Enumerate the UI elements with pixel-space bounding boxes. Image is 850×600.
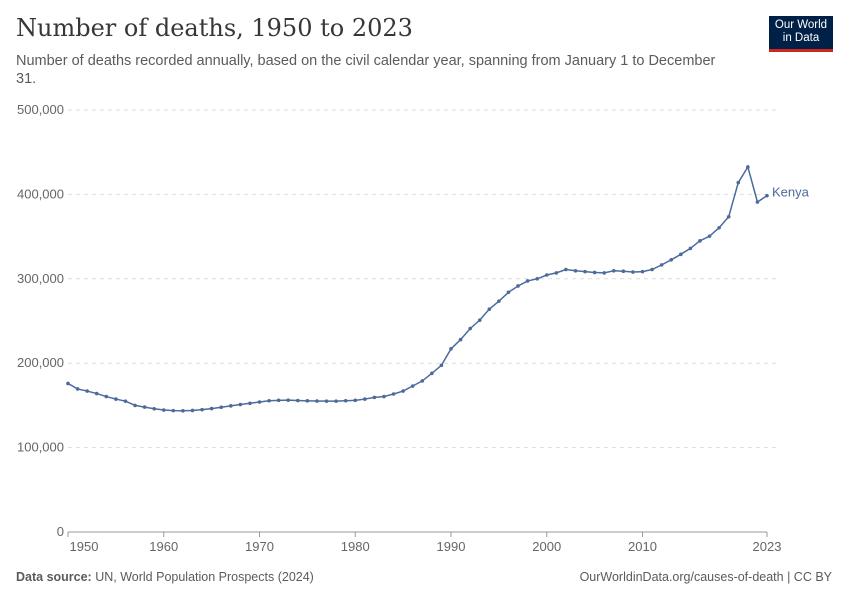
chart-title: Number of deaths, 1950 to 2023	[16, 14, 413, 42]
data-point	[497, 299, 501, 303]
data-point	[458, 337, 463, 342]
data-point	[688, 246, 693, 251]
data-point	[315, 399, 319, 403]
chart-subtitle: Number of deaths recorded annually, base…	[16, 53, 716, 87]
data-point	[382, 394, 386, 399]
data-point	[190, 408, 195, 413]
data-point	[717, 225, 721, 230]
data-point	[123, 399, 128, 403]
owid-logo[interactable]: Our World in Data	[769, 16, 833, 52]
y-tick-label: 200,000	[17, 355, 64, 370]
data-point	[765, 193, 769, 198]
series-line	[67, 165, 768, 412]
data-point	[430, 371, 434, 376]
x-tick-label: 2010	[628, 539, 657, 554]
data-point	[334, 399, 338, 403]
data-point	[525, 279, 530, 283]
x-tick-label: 2023	[753, 539, 782, 554]
data-point	[286, 398, 291, 402]
data-point	[228, 404, 233, 408]
data-point	[171, 408, 176, 413]
data-point	[487, 307, 492, 311]
series-label: Kenya	[772, 185, 810, 200]
data-point	[104, 394, 109, 399]
y-tick-label: 300,000	[17, 271, 64, 286]
x-tick-label: 1980	[341, 539, 370, 554]
data-point	[621, 269, 626, 274]
data-point	[401, 389, 405, 393]
data-point	[305, 399, 310, 403]
data-point	[363, 397, 367, 401]
data-point	[564, 267, 568, 272]
data-point	[133, 403, 137, 408]
source-text: UN, World Population Prospects (2024)	[95, 570, 314, 584]
data-point	[209, 406, 214, 411]
y-tick-label: 100,000	[17, 440, 64, 455]
x-tick-label: 1970	[245, 539, 274, 554]
source-label: Data source:	[16, 570, 92, 584]
data-point	[650, 267, 654, 272]
data-point	[736, 180, 741, 185]
y-tick-label: 500,000	[17, 102, 64, 117]
data-point	[410, 384, 415, 388]
data-point	[707, 234, 712, 238]
data-point	[506, 290, 511, 295]
data-point	[698, 239, 702, 243]
x-tick-label: 2000	[532, 539, 561, 554]
data-point	[439, 363, 444, 368]
data-point	[114, 397, 118, 401]
data-point	[583, 269, 587, 274]
data-point	[267, 398, 271, 403]
data-point	[142, 405, 147, 409]
data-point	[257, 400, 262, 404]
data-point	[219, 405, 224, 410]
data-point	[181, 409, 185, 413]
data-point	[659, 263, 664, 267]
x-tick-label: 1950	[70, 539, 99, 554]
data-point	[592, 270, 597, 275]
data-point	[516, 284, 520, 288]
data-source: Data source: UN, World Population Prospe…	[16, 570, 314, 584]
data-point	[573, 268, 578, 273]
data-point	[152, 406, 156, 411]
data-point	[391, 392, 396, 396]
data-point	[420, 379, 425, 383]
data-point	[449, 347, 453, 351]
data-point	[544, 273, 549, 277]
data-point	[353, 398, 358, 403]
data-point	[640, 269, 645, 274]
data-point	[161, 408, 166, 412]
data-point	[372, 395, 377, 400]
data-point	[85, 389, 89, 393]
data-point	[631, 270, 635, 274]
data-point	[669, 258, 674, 262]
data-point	[276, 398, 281, 403]
y-tick-label: 400,000	[17, 186, 64, 201]
x-tick-label: 1960	[149, 539, 178, 554]
data-point	[468, 326, 472, 331]
data-point	[200, 407, 204, 412]
data-point	[296, 398, 300, 403]
data-point	[755, 200, 760, 204]
data-point	[324, 399, 329, 403]
data-point	[602, 271, 607, 275]
data-point	[238, 402, 243, 407]
credit-link[interactable]: OurWorldinData.org/causes-of-death | CC …	[579, 570, 832, 584]
data-point	[477, 318, 482, 322]
data-point	[726, 214, 731, 219]
data-point	[679, 252, 683, 257]
data-point	[66, 381, 70, 386]
data-point	[746, 165, 750, 169]
data-point	[94, 391, 99, 396]
data-point	[75, 387, 80, 391]
data-point	[248, 401, 252, 406]
y-tick-label: 0	[57, 524, 64, 539]
data-point	[343, 398, 348, 403]
data-point	[554, 271, 559, 275]
data-point	[611, 268, 616, 273]
data-point	[535, 277, 539, 281]
x-tick-label: 1990	[437, 539, 466, 554]
